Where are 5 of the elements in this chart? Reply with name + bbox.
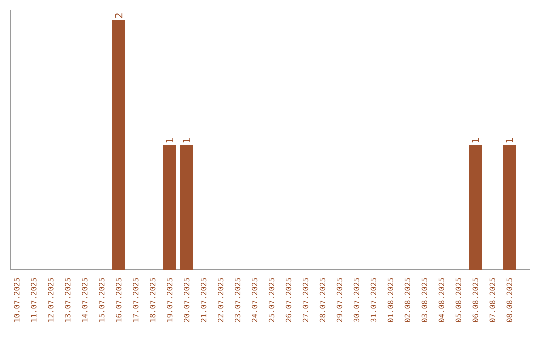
data-label: 2	[115, 14, 123, 18]
data-label: 1	[183, 138, 190, 143]
data-label: 1	[472, 138, 480, 143]
data-label: 1	[166, 138, 174, 143]
data-label: 1	[506, 138, 514, 143]
